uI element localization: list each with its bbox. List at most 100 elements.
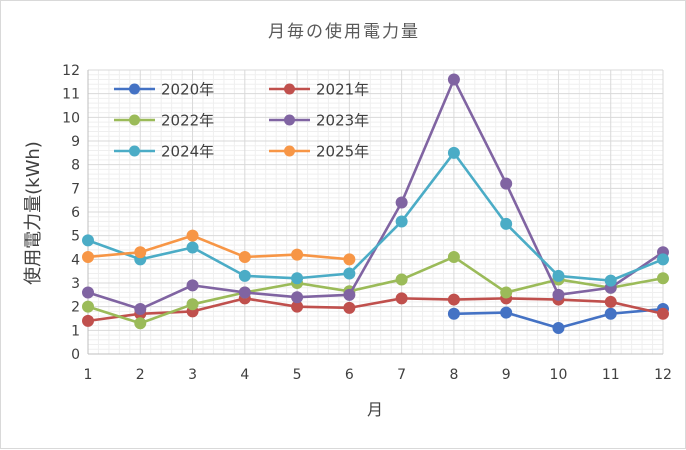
x-tick-label: 3 — [188, 367, 197, 383]
data-point — [291, 291, 304, 304]
data-point — [343, 301, 356, 314]
data-point — [395, 273, 408, 286]
data-point — [447, 307, 460, 320]
data-point — [343, 267, 356, 280]
data-point — [82, 234, 94, 247]
data-point — [82, 300, 94, 313]
y-tick-label: 4 — [71, 252, 80, 268]
series-line — [87, 255, 664, 325]
x-tick-label: 12 — [654, 367, 672, 383]
data-point — [82, 286, 94, 299]
chart-title: 月毎の使用電力量 — [268, 21, 420, 42]
y-tick-label: 10 — [62, 110, 80, 126]
legend-label: 2023年 — [316, 112, 369, 130]
legend: 2020年 2021年 2022年 2023年 2024年 2025年 — [114, 81, 369, 161]
data-point — [291, 272, 304, 285]
y-axis-label: 使用電力量(kWh) — [23, 141, 44, 285]
legend-item: 2021年 — [269, 81, 369, 99]
data-point — [186, 241, 199, 254]
data-point — [447, 250, 460, 263]
data-point — [500, 177, 513, 190]
data-point — [657, 307, 669, 320]
data-point — [657, 272, 669, 285]
data-point — [500, 217, 513, 230]
data-point — [447, 146, 460, 159]
data-point — [238, 250, 251, 263]
legend-item: 2025年 — [269, 143, 369, 161]
x-tick-label: 6 — [345, 367, 354, 383]
data-point — [186, 298, 199, 311]
gridlines — [87, 69, 664, 355]
legend-marker — [129, 114, 140, 126]
x-tick-label: 1 — [84, 367, 93, 383]
legend-marker — [284, 145, 295, 157]
legend-marker — [284, 114, 295, 126]
series — [82, 73, 669, 334]
data-point — [395, 215, 408, 228]
data-point — [395, 292, 408, 305]
data-point — [395, 196, 408, 209]
x-tick-label: 10 — [550, 367, 568, 383]
legend-item: 2020年 — [114, 81, 214, 99]
y-tick-label: 8 — [71, 158, 80, 174]
y-tick-label: 5 — [71, 229, 80, 245]
legend-marker — [129, 83, 140, 95]
x-tick-label: 4 — [240, 367, 249, 383]
y-tick-label: 0 — [71, 347, 80, 363]
y-tick-label: 7 — [71, 181, 80, 197]
y-tick-label: 9 — [71, 134, 80, 150]
data-point — [604, 295, 617, 308]
legend-marker — [284, 83, 295, 95]
data-point — [343, 253, 356, 266]
data-point — [604, 307, 617, 320]
data-point — [186, 279, 199, 292]
y-tick-label: 2 — [71, 300, 80, 316]
legend-item: 2024年 — [114, 143, 214, 161]
series-2025年 — [82, 229, 356, 266]
data-point — [134, 303, 147, 316]
series-2022年 — [82, 250, 669, 330]
data-point — [500, 306, 513, 319]
data-point — [134, 317, 147, 330]
y-tick-label: 6 — [71, 205, 80, 221]
x-tick-label: 9 — [502, 367, 511, 383]
legend-marker — [129, 145, 140, 157]
legend-label: 2020年 — [161, 81, 214, 99]
legend-label: 2021年 — [316, 81, 369, 99]
legend-item: 2023年 — [269, 112, 369, 130]
legend-label: 2025年 — [316, 143, 369, 161]
y-tick-label: 11 — [62, 87, 80, 103]
x-tick-label: 8 — [449, 367, 458, 383]
data-point — [604, 274, 617, 287]
series-line — [87, 151, 664, 282]
series-2024年 — [82, 146, 669, 287]
legend-item: 2022年 — [114, 112, 214, 130]
y-tick-label: 12 — [62, 63, 80, 79]
data-point — [134, 246, 147, 259]
x-tick-label: 11 — [602, 367, 620, 383]
data-point — [657, 253, 669, 266]
legend-label: 2024年 — [161, 143, 214, 161]
legend-label: 2022年 — [161, 112, 214, 130]
data-point — [291, 248, 304, 261]
data-point — [552, 288, 565, 301]
data-point — [552, 321, 565, 334]
data-point — [82, 250, 94, 263]
series-line — [87, 234, 350, 261]
x-tick-label: 2 — [136, 367, 145, 383]
data-point — [447, 293, 460, 306]
data-point — [238, 286, 251, 299]
data-point — [447, 73, 460, 86]
y-tick-label: 1 — [71, 323, 80, 339]
data-point — [552, 269, 565, 282]
x-tick-label: 7 — [397, 367, 406, 383]
x-tick-label: 5 — [293, 367, 302, 383]
series-line — [87, 297, 664, 323]
data-point — [500, 286, 513, 299]
data-point — [343, 288, 356, 301]
data-point — [82, 314, 94, 327]
x-axis-label: 月 — [367, 400, 383, 419]
